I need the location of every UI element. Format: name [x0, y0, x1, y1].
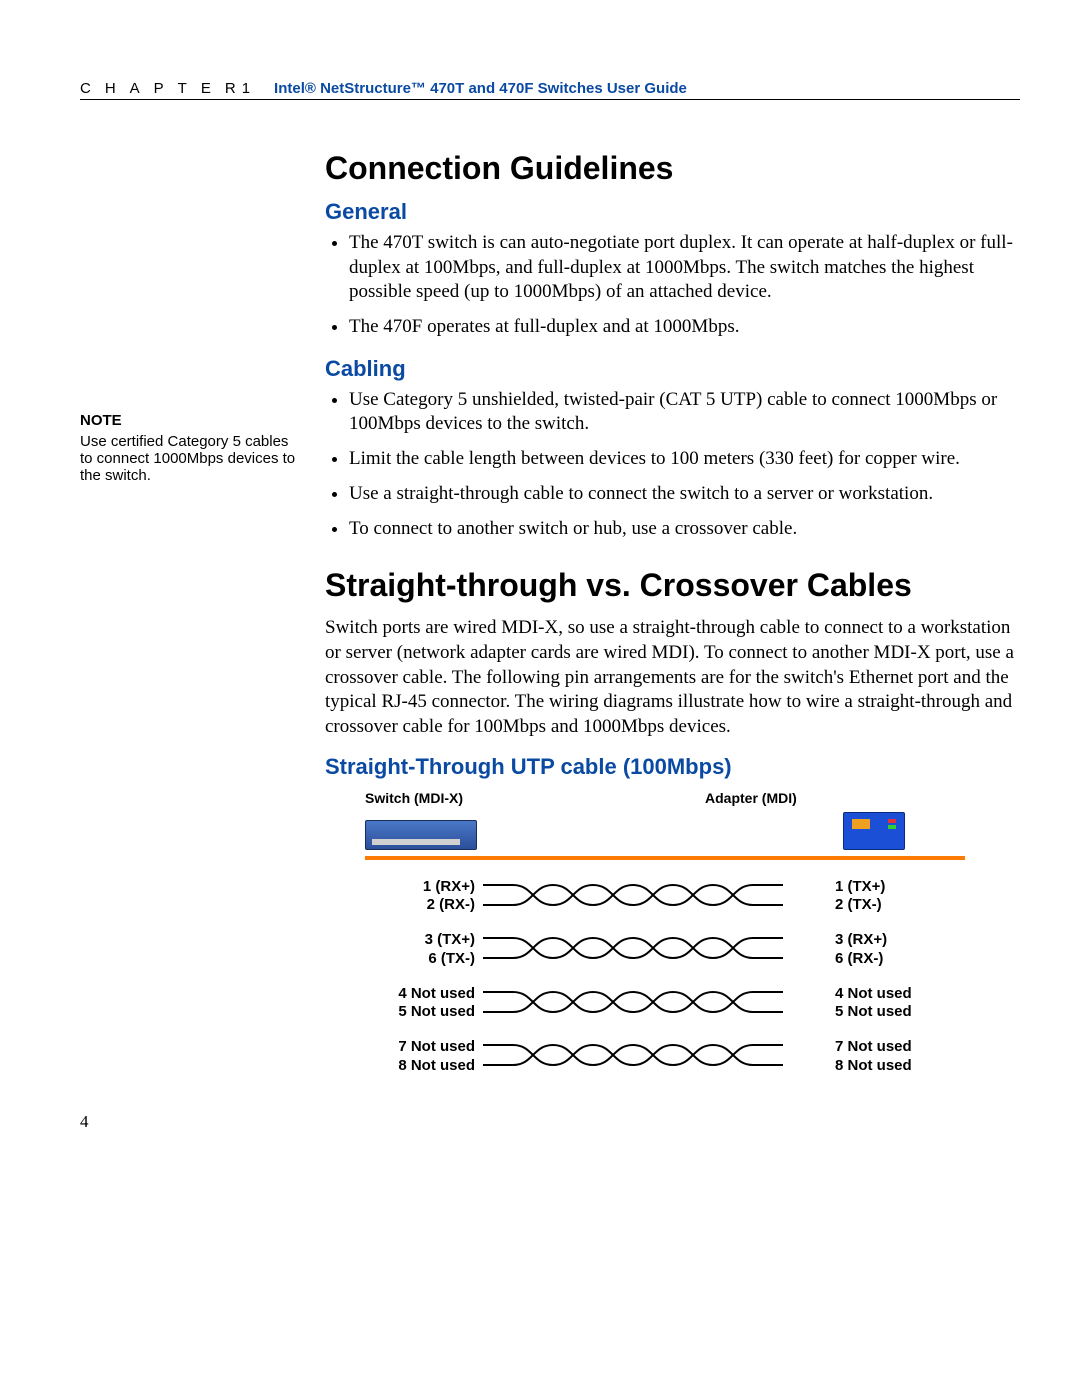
content: NOTE Use certified Category 5 cables to … — [80, 150, 1020, 1092]
wire — [483, 1038, 827, 1075]
page-number: 4 — [80, 1112, 89, 1132]
note-heading: NOTE — [80, 412, 305, 429]
section2-body: Switch ports are wired MDI-X, so use a s… — [325, 616, 1020, 739]
guide-title: Intel® NetStructure™ 470T and 470F Switc… — [274, 80, 687, 97]
diagram-title: Straight-Through UTP cable (100Mbps) — [325, 754, 1020, 780]
separator-bar — [365, 856, 965, 860]
wire-pair-row: 4 Not used5 Not used 4 Not used5 Not used — [365, 985, 945, 1023]
note-text: Use certified Category 5 cables to conne… — [80, 433, 305, 484]
pin-label-right: 3 (RX+)6 (RX-) — [827, 931, 945, 969]
general-list: The 470T switch is can auto-negotiate po… — [325, 231, 1020, 340]
margin-note: NOTE Use certified Category 5 cables to … — [80, 412, 305, 484]
wire — [483, 878, 827, 915]
twisted-pair-icon — [483, 878, 783, 912]
pin-label-right: 1 (TX+)2 (TX-) — [827, 878, 945, 916]
right-device-label: Adapter (MDI) — [701, 790, 885, 806]
twisted-pair-icon — [483, 931, 783, 965]
wire — [483, 985, 827, 1022]
section-title-connection: Connection Guidelines — [325, 150, 1020, 187]
list-item: The 470T switch is can auto-negotiate po… — [349, 231, 1020, 305]
switch-icon — [365, 820, 477, 850]
pin-label-right: 4 Not used5 Not used — [827, 985, 945, 1023]
pin-label-left: 1 (RX+)2 (RX-) — [365, 878, 483, 916]
header: CHAPTER 1 Intel® NetStructure™ 470T and … — [80, 80, 1020, 100]
main-column: Connection Guidelines General The 470T s… — [325, 150, 1020, 1092]
list-item: To connect to another switch or hub, use… — [349, 517, 1020, 542]
wire-pairs: 1 (RX+)2 (RX-) 1 (TX+)2 (TX-) 3 (TX+)6 (TX… — [365, 878, 1020, 1076]
list-item: Limit the cable length between devices t… — [349, 447, 1020, 472]
pin-label-left: 7 Not used8 Not used — [365, 1038, 483, 1076]
subheading-cabling: Cabling — [325, 356, 1020, 382]
wire-pair-row: 3 (TX+)6 (TX-) 3 (RX+)6 (RX-) — [365, 931, 945, 969]
adapter-icon — [843, 812, 905, 850]
subheading-general: General — [325, 199, 1020, 225]
twisted-pair-icon — [483, 1038, 783, 1072]
list-item: Use Category 5 unshielded, twisted-pair … — [349, 388, 1020, 437]
chapter-label: CHAPTER — [80, 80, 250, 97]
pin-label-right: 7 Not used8 Not used — [827, 1038, 945, 1076]
margin-column: NOTE Use certified Category 5 cables to … — [80, 150, 305, 1092]
left-device-label: Switch (MDI-X) — [365, 790, 545, 806]
section-title-cables: Straight-through vs. Crossover Cables — [325, 567, 1020, 604]
page: CHAPTER 1 Intel® NetStructure™ 470T and … — [0, 0, 1080, 1172]
wiring-diagram: Switch (MDI-X) Adapter (MDI) 1 (RX+)2 (R… — [365, 790, 1020, 1076]
wire — [483, 931, 827, 968]
twisted-pair-icon — [483, 985, 783, 1019]
wire-pair-row: 7 Not used8 Not used 7 Not used8 Not used — [365, 1038, 945, 1076]
pin-label-left: 4 Not used5 Not used — [365, 985, 483, 1023]
cabling-list: Use Category 5 unshielded, twisted-pair … — [325, 388, 1020, 541]
wire-pair-row: 1 (RX+)2 (RX-) 1 (TX+)2 (TX-) — [365, 878, 945, 916]
pin-label-left: 3 (TX+)6 (TX-) — [365, 931, 483, 969]
chapter-number: 1 — [242, 80, 250, 97]
list-item: The 470F operates at full-duplex and at … — [349, 315, 1020, 340]
list-item: Use a straight-through cable to connect … — [349, 482, 1020, 507]
